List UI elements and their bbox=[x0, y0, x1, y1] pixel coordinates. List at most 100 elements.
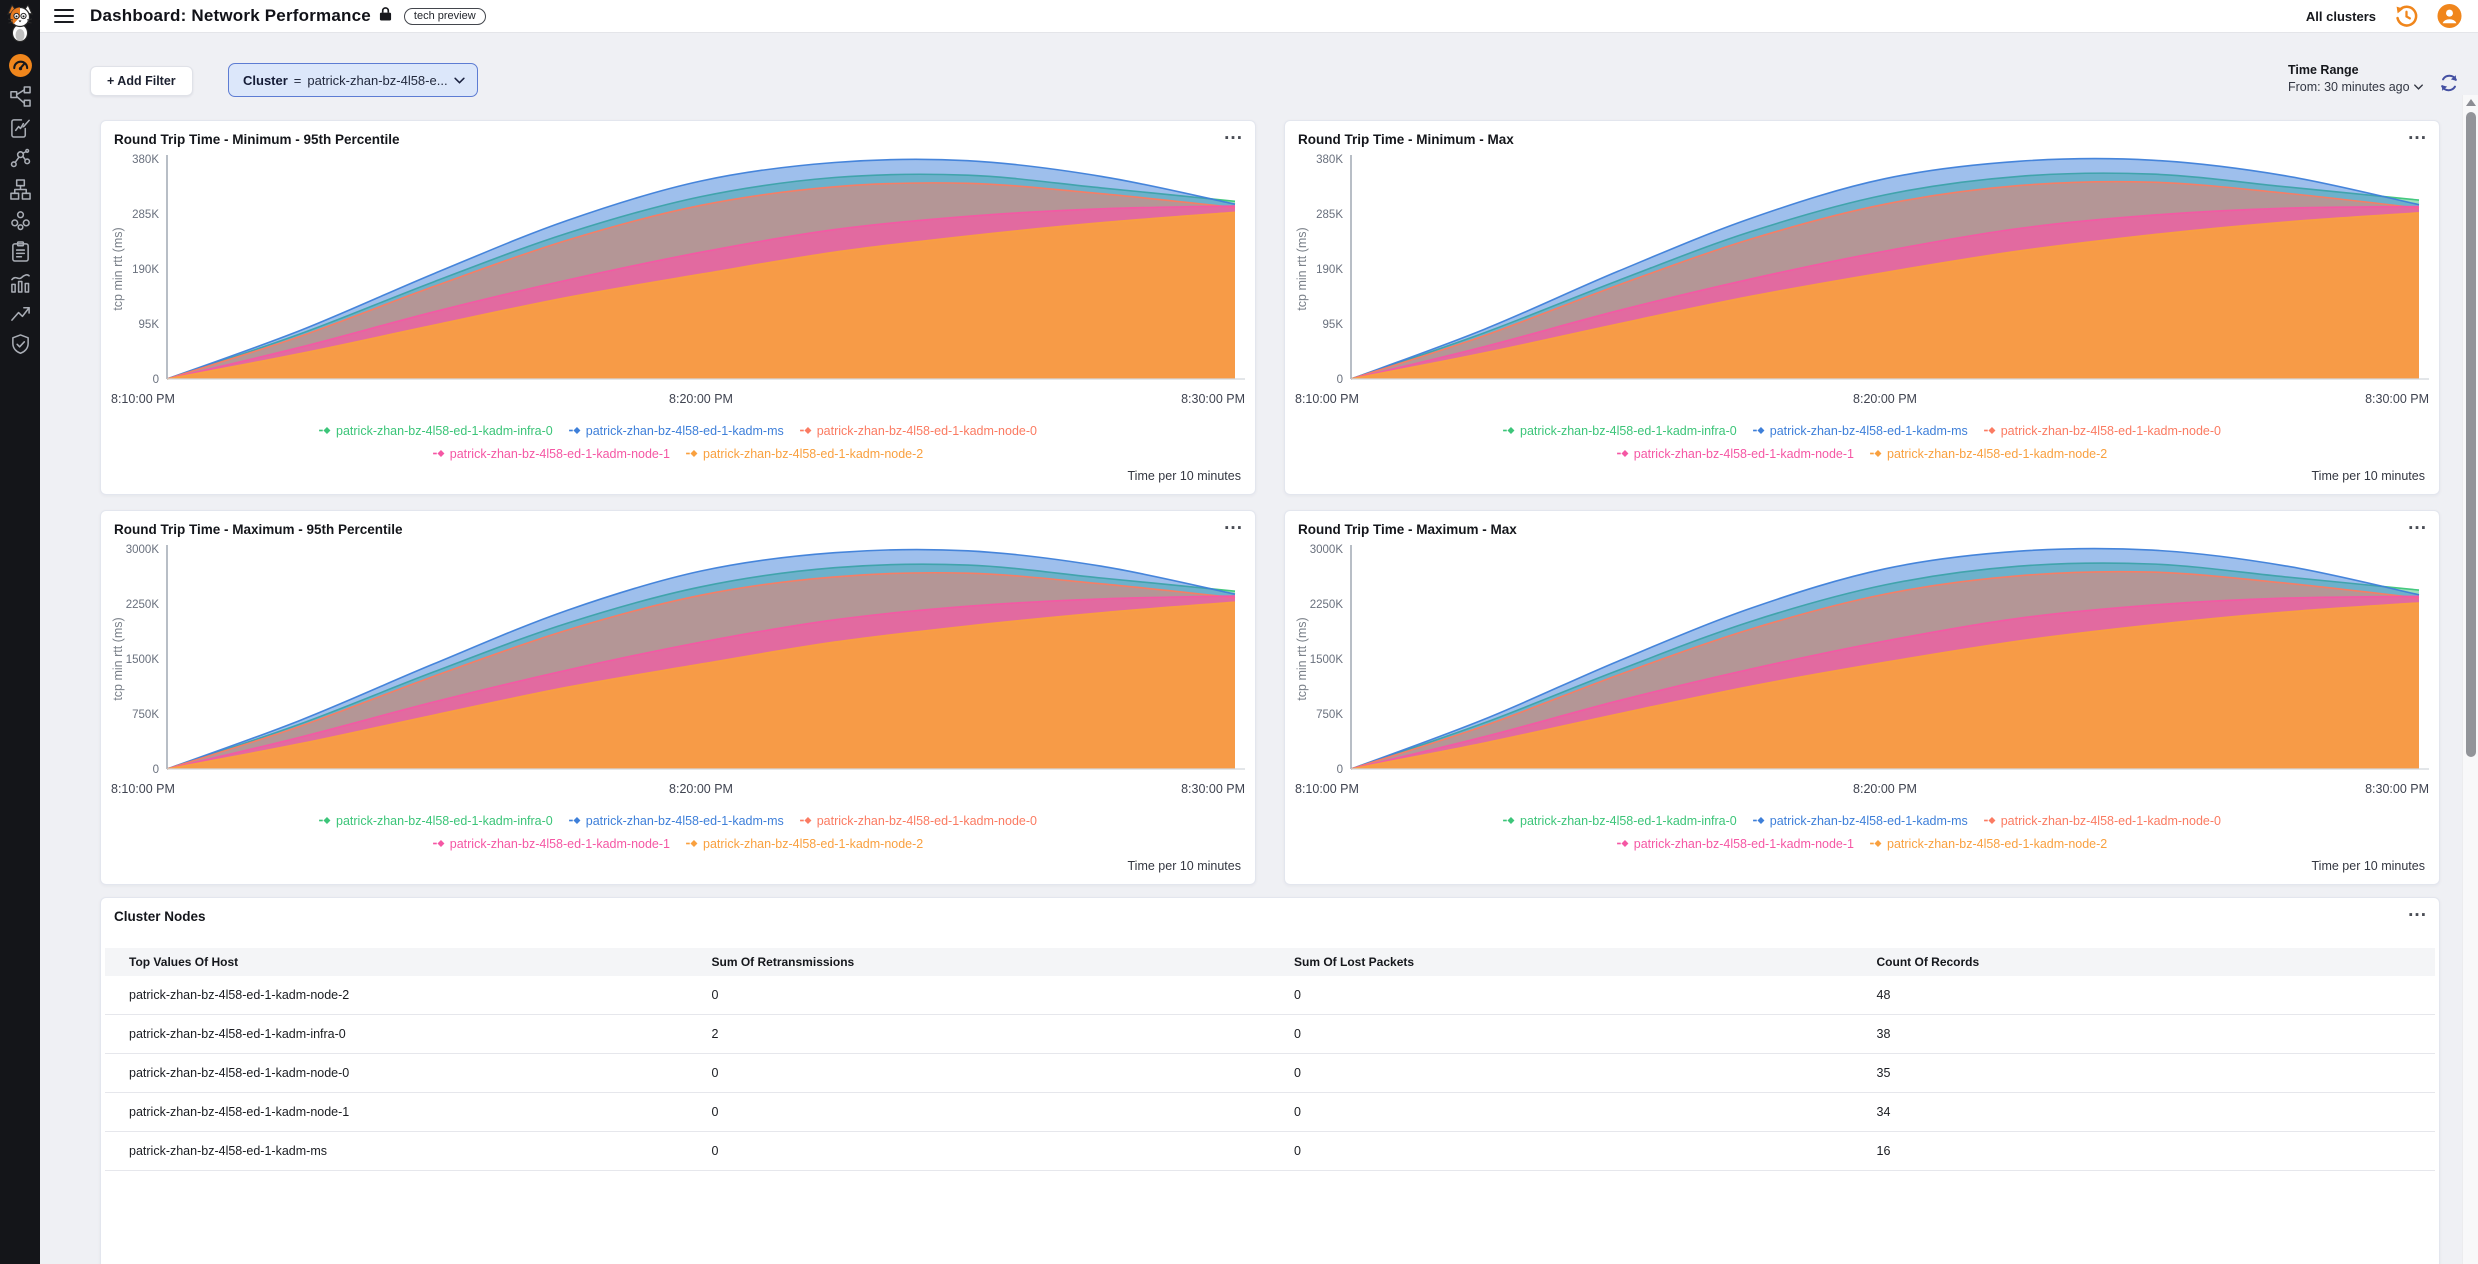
cluster-filter-pill[interactable]: Cluster = patrick-zhan-bz-4l58-e... bbox=[228, 63, 478, 97]
legend-marker-icon bbox=[799, 817, 812, 824]
legend-item[interactable]: patrick-zhan-bz-4l58-ed-1-kadm-node-2 bbox=[1870, 837, 2107, 851]
time-range-title: Time Range bbox=[2288, 63, 2359, 77]
table-row: patrick-zhan-bz-4l58-ed-1-kadm-node-1 0 0 3… bbox=[105, 1092, 2435, 1132]
page-title: Dashboard: Network Performance bbox=[90, 6, 371, 25]
lock-icon bbox=[379, 6, 392, 26]
legend-item[interactable]: patrick-zhan-bz-4l58-ed-1-kadm-infra-0 bbox=[319, 814, 553, 828]
history-icon[interactable] bbox=[2394, 4, 2419, 29]
menu-hamburger-icon[interactable] bbox=[54, 9, 74, 23]
nav-topology-icon[interactable] bbox=[4, 85, 36, 107]
host-name-cell[interactable]: patrick-zhan-bz-4l58-ed-1-kadm-node-2 bbox=[105, 976, 688, 1015]
svg-text:0: 0 bbox=[1337, 374, 1343, 386]
time-range-from[interactable]: From: 30 minutes ago bbox=[2288, 80, 2423, 94]
legend-item[interactable]: patrick-zhan-bz-4l58-ed-1-kadm-node-1 bbox=[1616, 447, 1854, 461]
panel-rtt-max-max: Round Trip Time - Maximum - Max ... 0 750… bbox=[1284, 510, 2440, 885]
svg-text:tcp min rtt (ms): tcp min rtt (ms) bbox=[1295, 227, 1309, 310]
panel-options-button[interactable]: ... bbox=[1224, 513, 1243, 534]
legend-item[interactable]: patrick-zhan-bz-4l58-ed-1-kadm-ms bbox=[568, 424, 784, 438]
legend-item[interactable]: patrick-zhan-bz-4l58-ed-1-kadm-ms bbox=[568, 814, 784, 828]
legend-item[interactable]: patrick-zhan-bz-4l58-ed-1-kadm-node-0 bbox=[799, 814, 1037, 828]
nav-sitemap-icon[interactable] bbox=[4, 178, 36, 200]
svg-text:tcp min rtt (ms): tcp min rtt (ms) bbox=[111, 617, 125, 700]
legend-item[interactable]: patrick-zhan-bz-4l58-ed-1-kadm-infra-0 bbox=[1503, 424, 1737, 438]
panel-options-button[interactable]: ... bbox=[1224, 123, 1243, 144]
svg-text:tcp min rtt (ms): tcp min rtt (ms) bbox=[111, 227, 125, 310]
value-cell: 34 bbox=[1852, 1092, 2435, 1132]
nav-report-edit-icon[interactable] bbox=[4, 116, 36, 138]
legend-marker-icon bbox=[1503, 817, 1515, 824]
panel-title: Round Trip Time - Minimum - Max bbox=[1298, 132, 1514, 147]
nav-dashboard-gauge-icon[interactable] bbox=[4, 53, 36, 77]
scrollbar-thumb[interactable] bbox=[2466, 112, 2476, 757]
svg-text:285K: 285K bbox=[132, 209, 159, 221]
value-cell: 35 bbox=[1852, 1053, 2435, 1093]
legend-item[interactable]: patrick-zhan-bz-4l58-ed-1-kadm-node-0 bbox=[1983, 424, 2221, 438]
host-name-cell[interactable]: patrick-zhan-bz-4l58-ed-1-kadm-node-1 bbox=[105, 1092, 688, 1132]
legend-marker-icon bbox=[799, 427, 812, 434]
area-chart: 0 95K 190K 285K 380K tcp min rtt (ms) 8:10:00 … bbox=[1293, 151, 2431, 417]
add-filter-button[interactable]: + Add Filter bbox=[90, 66, 193, 96]
svg-text:2250K: 2250K bbox=[1310, 599, 1344, 611]
legend-item[interactable]: patrick-zhan-bz-4l58-ed-1-kadm-node-0 bbox=[799, 424, 1037, 438]
legend-item[interactable]: patrick-zhan-bz-4l58-ed-1-kadm-node-1 bbox=[432, 447, 670, 461]
host-name-cell[interactable]: patrick-zhan-bz-4l58-ed-1-kadm-ms bbox=[105, 1131, 688, 1171]
table-row: patrick-zhan-bz-4l58-ed-1-kadm-node-0 0 0 3… bbox=[105, 1053, 2435, 1093]
legend-marker-icon bbox=[686, 450, 698, 457]
table-column-header[interactable]: Count Of Records bbox=[1852, 948, 2435, 976]
svg-text:8:30:00 PM: 8:30:00 PM bbox=[1181, 392, 1245, 406]
nav-molecule-icon[interactable] bbox=[4, 147, 36, 169]
svg-text:2250K: 2250K bbox=[126, 599, 160, 611]
table-column-header[interactable]: Sum Of Retransmissions bbox=[687, 948, 1270, 976]
panel-options-button[interactable]: ... bbox=[2408, 900, 2427, 921]
legend-marker-icon bbox=[1983, 427, 1996, 434]
scrollbar-up-arrow[interactable] bbox=[2465, 99, 2476, 106]
legend-item[interactable]: patrick-zhan-bz-4l58-ed-1-kadm-node-2 bbox=[686, 837, 923, 851]
vertical-scrollbar[interactable] bbox=[2462, 95, 2478, 1264]
table-column-header[interactable]: Top Values Of Host bbox=[105, 948, 688, 976]
svg-text:285K: 285K bbox=[1316, 209, 1343, 221]
legend-item[interactable]: patrick-zhan-bz-4l58-ed-1-kadm-node-1 bbox=[432, 837, 670, 851]
legend-marker-icon bbox=[432, 840, 445, 847]
legend-item[interactable]: patrick-zhan-bz-4l58-ed-1-kadm-node-1 bbox=[1616, 837, 1854, 851]
host-name-cell[interactable]: patrick-zhan-bz-4l58-ed-1-kadm-node-0 bbox=[105, 1053, 688, 1093]
legend-marker-icon bbox=[686, 840, 698, 847]
host-name-cell[interactable]: patrick-zhan-bz-4l58-ed-1-kadm-infra-0 bbox=[105, 1014, 688, 1054]
all-clusters-selector[interactable]: All clusters bbox=[2305, 8, 2376, 24]
legend-item[interactable]: patrick-zhan-bz-4l58-ed-1-kadm-infra-0 bbox=[1503, 814, 1737, 828]
legend-item[interactable]: patrick-zhan-bz-4l58-ed-1-kadm-node-0 bbox=[1983, 814, 2221, 828]
legend-item[interactable]: patrick-zhan-bz-4l58-ed-1-kadm-infra-0 bbox=[319, 424, 553, 438]
legend-item[interactable]: patrick-zhan-bz-4l58-ed-1-kadm-ms bbox=[1752, 814, 1968, 828]
nav-clipboard-icon[interactable] bbox=[4, 240, 36, 262]
legend-marker-icon bbox=[1752, 817, 1765, 824]
nav-cluster-group-icon[interactable] bbox=[4, 209, 36, 231]
svg-text:95K: 95K bbox=[139, 319, 160, 331]
value-cell: 0 bbox=[1270, 976, 1853, 1015]
top-header: Dashboard: Network Performance tech prev… bbox=[40, 0, 2478, 33]
user-avatar[interactable] bbox=[2437, 3, 2462, 29]
nav-bar-chart-icon[interactable] bbox=[4, 271, 36, 293]
nav-shield-check-icon[interactable] bbox=[4, 333, 36, 355]
svg-text:8:20:00 PM: 8:20:00 PM bbox=[1853, 392, 1917, 406]
legend-item[interactable]: patrick-zhan-bz-4l58-ed-1-kadm-ms bbox=[1752, 424, 1968, 438]
time-per-label: Time per 10 minutes bbox=[2311, 859, 2425, 873]
panel-options-button[interactable]: ... bbox=[2408, 123, 2427, 144]
table-column-header[interactable]: Sum Of Lost Packets bbox=[1270, 948, 1853, 976]
svg-text:8:30:00 PM: 8:30:00 PM bbox=[2365, 392, 2429, 406]
value-cell: 0 bbox=[1270, 1014, 1853, 1054]
svg-text:8:20:00 PM: 8:20:00 PM bbox=[669, 392, 733, 406]
svg-text:3000K: 3000K bbox=[126, 544, 160, 556]
panel-title: Round Trip Time - Maximum - Max bbox=[1298, 522, 1517, 537]
nav-trend-up-icon[interactable] bbox=[4, 302, 36, 324]
panel-options-button[interactable]: ... bbox=[2408, 513, 2427, 534]
legend-item[interactable]: patrick-zhan-bz-4l58-ed-1-kadm-node-2 bbox=[1870, 447, 2107, 461]
area-chart: 0 95K 190K 285K 380K tcp min rtt (ms) 8:10:00 … bbox=[109, 151, 1247, 417]
chevron-down-icon bbox=[2413, 84, 2423, 90]
refresh-icon[interactable] bbox=[2438, 72, 2460, 94]
svg-text:380K: 380K bbox=[132, 154, 159, 166]
filter-value: patrick-zhan-bz-4l58-e... bbox=[307, 72, 448, 88]
svg-text:1500K: 1500K bbox=[1310, 654, 1344, 666]
legend-item[interactable]: patrick-zhan-bz-4l58-ed-1-kadm-node-2 bbox=[686, 447, 923, 461]
panel-rtt-min-max: Round Trip Time - Minimum - Max ... 0 95K… bbox=[1284, 120, 2440, 495]
logo-cat-icon[interactable] bbox=[0, 0, 40, 46]
filter-operator: = bbox=[293, 72, 302, 88]
